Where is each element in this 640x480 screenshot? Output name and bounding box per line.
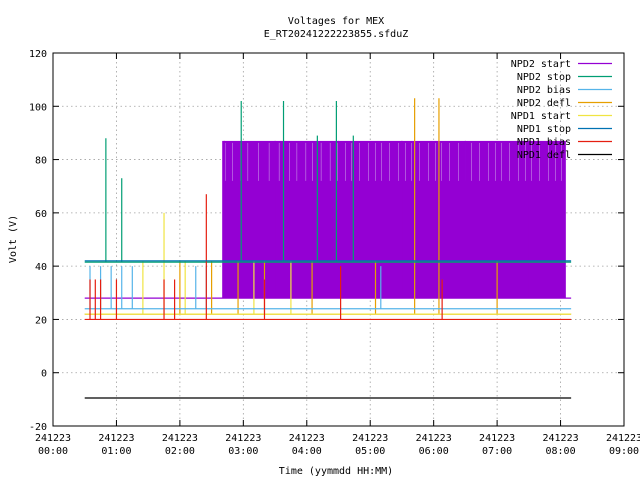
- series-band: [222, 140, 566, 299]
- plot-frame: [52, 52, 625, 427]
- y-tick-label: -20: [29, 422, 47, 433]
- y-axis-label: Volt (V): [8, 215, 19, 263]
- x-tick-date: 241223: [225, 433, 261, 444]
- x-tick-date: 241223: [289, 433, 325, 444]
- x-tick-time: 03:00: [228, 446, 258, 457]
- x-tick-date: 241223: [416, 433, 452, 444]
- y-tick-label: 80: [35, 156, 47, 167]
- x-tick-date: 241223: [35, 433, 71, 444]
- x-tick-time: 02:00: [165, 446, 195, 457]
- legend: NPD2 start NPD2 stop NPD2 bias NPD2 defl NPD…: [511, 59, 612, 161]
- y-tick-label: 20: [35, 315, 47, 326]
- y-tick-label: 100: [29, 102, 47, 113]
- legend-label: NPD2 stop: [517, 72, 571, 83]
- x-tick-date: 241223: [162, 433, 198, 444]
- x-tick-time: 06:00: [419, 446, 449, 457]
- legend-label: NPD2 start: [511, 59, 571, 70]
- x-tick-date: 241223: [542, 433, 578, 444]
- y-tick-label: 0: [41, 369, 47, 380]
- x-tick-date: 241223: [98, 433, 134, 444]
- legend-label: NPD1 stop: [517, 124, 571, 135]
- series-npd1-bias: [84, 194, 572, 321]
- legend-label: NPD1 start: [511, 111, 571, 122]
- legend-label: NPD2 defl: [517, 98, 571, 109]
- x-tick-time: 00:00: [38, 446, 68, 457]
- chart-subtitle: E_RT20241222223855.sfduZ: [264, 29, 409, 40]
- x-tick-date: 241223: [606, 433, 640, 444]
- x-tick-time: 04:00: [292, 446, 322, 457]
- series-npd2-start: [84, 140, 572, 299]
- x-axis-label: Time (yymmdd HH:MM): [279, 466, 393, 477]
- x-tick-time: 09:00: [609, 446, 639, 457]
- y-tick-label: 60: [35, 209, 47, 220]
- y-tick-label: 40: [35, 262, 47, 273]
- chart-title: Voltages for MEX: [288, 16, 384, 27]
- series-npd2-stop: [84, 100, 572, 263]
- x-tick-time: 08:00: [546, 446, 576, 457]
- legend-label: NPD2 bias: [517, 85, 571, 96]
- x-tick-date: 241223: [479, 433, 515, 444]
- y-tick-label: 120: [29, 49, 47, 60]
- x-tick-time: 07:00: [482, 446, 512, 457]
- x-tick-date: 241223: [352, 433, 388, 444]
- x-tick-time: 01:00: [101, 446, 131, 457]
- x-tick-time: 05:00: [355, 446, 385, 457]
- series-layer: [84, 98, 572, 399]
- series-npd1-start: [84, 212, 572, 315]
- legend-label: NPD1 defl: [517, 150, 571, 161]
- ticks: -20 0 20 40 60 80 100 120 241223 00:00 241223 01:00…: [29, 49, 640, 457]
- legend-label: NPD1 bias: [517, 137, 571, 148]
